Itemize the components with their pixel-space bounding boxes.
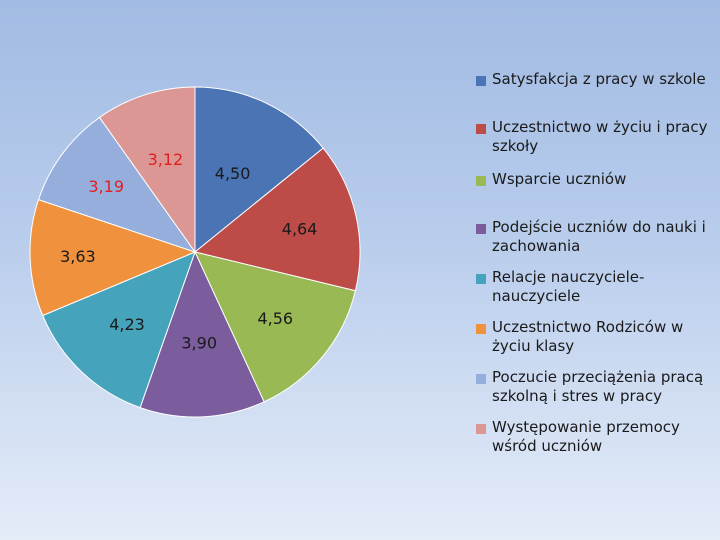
legend-item-poczucie-przeciazenia-praca-szkolna-i-stres-w-pracy: Poczucie przeciążenia pracą szkolną i str… (476, 368, 712, 406)
legend-label: wśród uczniów (492, 437, 603, 455)
legend-label: Wsparcie uczniów (492, 170, 627, 188)
legend-swatch (476, 324, 486, 334)
pie-slice-uczestnictwo-rodzicow-w-zyciu-klasy (29, 199, 197, 317)
legend-label: Poczucie przeciążenia pracą (492, 368, 704, 386)
data-label-relacje-nauczyciele-nauczyciele: 4,23 (109, 315, 145, 334)
legend-swatch (476, 274, 486, 284)
legend-label: Uczestnictwo Rodziców w (492, 318, 684, 336)
pie-slice-wystepowanie-przemocy-wsrod-uczniow (98, 86, 196, 254)
legend-item-wystepowanie-przemocy-wsrod-uczniow: Występowanie przemocy wśród uczniów (476, 418, 712, 456)
legend-label: Występowanie przemocy (492, 418, 680, 436)
legend-swatch (476, 76, 486, 86)
legend-item-uczestnictwo-rodzicow-w-zyciu-klasy: Uczestnictwo Rodziców w życiu klasy (476, 318, 712, 356)
legend-label: Satysfakcja z pracy w szkole (492, 70, 706, 88)
pie-slice-uczestnictwo-w-zyciu-i-pracy-szkoly (193, 147, 361, 292)
legend-item-satysfakcja-z-pracy-w-szkole: Satysfakcja z pracy w szkole (476, 70, 712, 89)
legend-label: szkolną i stres w pracy (492, 387, 662, 405)
data-label-uczestnictwo-rodzicow-w-zyciu-klasy: 3,63 (60, 247, 96, 266)
legend-label: nauczyciele (492, 287, 581, 305)
legend-label: Uczestnictwo w życiu i pracy (492, 118, 708, 136)
legend-label: zachowania (492, 237, 581, 255)
data-label-wsparcie-uczniow: 4,56 (257, 309, 293, 328)
data-label-poczucie-przeciazenia-praca-szkolna-i-stres-w-pracy: 3,19 (88, 177, 124, 196)
legend-label: Relacje nauczyciele- (492, 268, 645, 286)
legend-swatch (476, 224, 486, 234)
legend-item-podejscie-uczniow-do-nauki-i-zachowania: Podejście uczniów do nauki i zachowania (476, 218, 712, 256)
pie-slice-wsparcie-uczniow (194, 251, 356, 403)
legend-swatch (476, 374, 486, 384)
data-label-podejscie-uczniow-do-nauki-i-zachowania: 3,90 (181, 334, 217, 353)
legend-item-wsparcie-uczniow: Wsparcie uczniów (476, 170, 712, 189)
legend-swatch (476, 176, 486, 186)
pie-chart: 4,50 4,64 4,56 3,90 4,23 3,63 3,19 3,12 (29, 86, 361, 418)
data-label-wystepowanie-przemocy-wsrod-uczniow: 3,12 (148, 150, 184, 169)
pie-slice-podejscie-uczniow-do-nauki-i-zachowania (139, 250, 265, 418)
legend-item-relacje-nauczyciele-nauczyciele: Relacje nauczyciele-nauczyciele (476, 268, 712, 306)
legend-item-uczestnictwo-w-zyciu-i-pracy-szkoly: Uczestnictwo w życiu i pracy szkoły (476, 118, 712, 156)
data-label-satysfakcja-z-pracy-w-szkole: 4,50 (215, 164, 251, 183)
legend-label: szkoły (492, 137, 539, 155)
legend-label: życiu klasy (492, 337, 575, 355)
legend-label: Podejście uczniów do nauki i (492, 218, 706, 236)
data-label-uczestnictwo-w-zyciu-i-pracy-szkoly: 4,64 (282, 219, 318, 238)
legend-swatch (476, 424, 486, 434)
pie-slice-relacje-nauczyciele-nauczyciele (42, 251, 196, 409)
legend-swatch (476, 124, 486, 134)
pie-slice-poczucie-przeciazenia-praca-szkolna-i-stres-w-pracy (37, 116, 197, 253)
pie-slice-satysfakcja-z-pracy-w-szkole (194, 86, 324, 254)
